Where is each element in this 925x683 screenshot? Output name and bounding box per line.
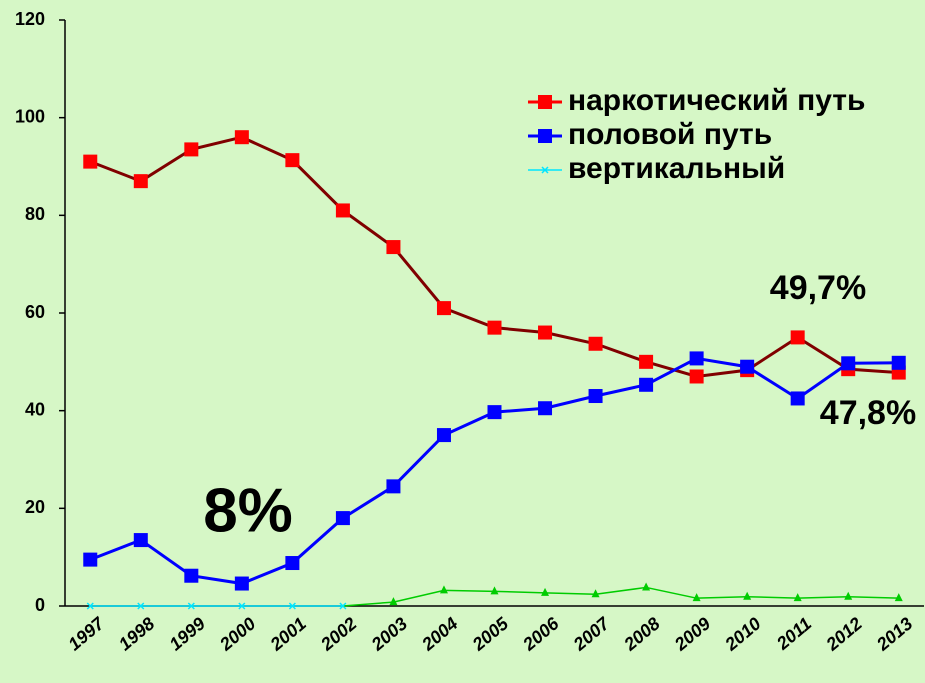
marker (83, 552, 98, 567)
annotation: 8% (203, 476, 293, 545)
annotation: 49,7% (770, 269, 866, 307)
line-segment (696, 595, 748, 599)
marker (285, 556, 300, 571)
marker (234, 130, 249, 145)
marker (642, 582, 651, 591)
marker (339, 602, 347, 610)
marker (841, 356, 856, 371)
marker (436, 428, 451, 443)
marker (133, 174, 148, 189)
marker (740, 359, 755, 374)
marker (439, 585, 448, 594)
annotation: 47,8% (820, 394, 916, 432)
marker (187, 602, 195, 610)
marker (538, 401, 553, 416)
marker (86, 602, 94, 610)
line-segment (494, 590, 546, 594)
marker (591, 589, 600, 598)
y-tick-label: 40 (25, 399, 45, 419)
marker (689, 351, 704, 366)
line-segment (797, 595, 849, 599)
marker (894, 593, 903, 602)
marker (692, 593, 701, 602)
y-tick-label: 80 (25, 204, 45, 224)
marker (743, 591, 752, 600)
marker (790, 391, 805, 406)
legend-marker (541, 166, 549, 174)
line-segment (342, 601, 394, 607)
marker (487, 405, 502, 420)
marker (538, 325, 553, 340)
marker (137, 602, 145, 610)
line-segment (747, 595, 798, 599)
marker (389, 597, 398, 606)
marker (184, 568, 199, 583)
y-tick-label: 20 (25, 497, 45, 517)
marker (844, 591, 853, 600)
marker (238, 602, 246, 610)
line-segment (393, 589, 445, 603)
marker (891, 355, 906, 370)
marker (639, 354, 654, 369)
line-segment (645, 586, 697, 599)
marker (790, 330, 805, 345)
marker (436, 301, 451, 316)
marker (588, 389, 603, 404)
marker (386, 479, 401, 494)
marker (386, 240, 401, 255)
legend-marker (538, 95, 552, 109)
marker (234, 576, 249, 591)
y-tick-label: 60 (25, 302, 45, 322)
marker (285, 153, 300, 168)
marker (541, 587, 550, 596)
marker (133, 533, 148, 548)
marker (793, 593, 802, 602)
marker (487, 320, 502, 335)
line-segment (848, 595, 899, 599)
marker (689, 369, 704, 384)
y-tick-label: 100 (15, 106, 45, 126)
legend-label: половой путь (568, 118, 772, 151)
line-segment (443, 589, 495, 593)
y-tick-label: 0 (35, 595, 45, 615)
legend-label: вертикальный (568, 152, 785, 185)
legend-label: наркотический путь (568, 84, 865, 117)
marker (588, 336, 603, 351)
marker (83, 154, 98, 169)
marker (639, 377, 654, 392)
marker (288, 602, 296, 610)
marker (335, 511, 350, 526)
line-segment (595, 586, 647, 596)
legend-marker (538, 129, 552, 143)
line-segment (545, 592, 596, 596)
marker (490, 586, 499, 595)
marker (335, 203, 350, 218)
marker (184, 142, 199, 157)
y-tick-label: 120 (15, 9, 45, 29)
